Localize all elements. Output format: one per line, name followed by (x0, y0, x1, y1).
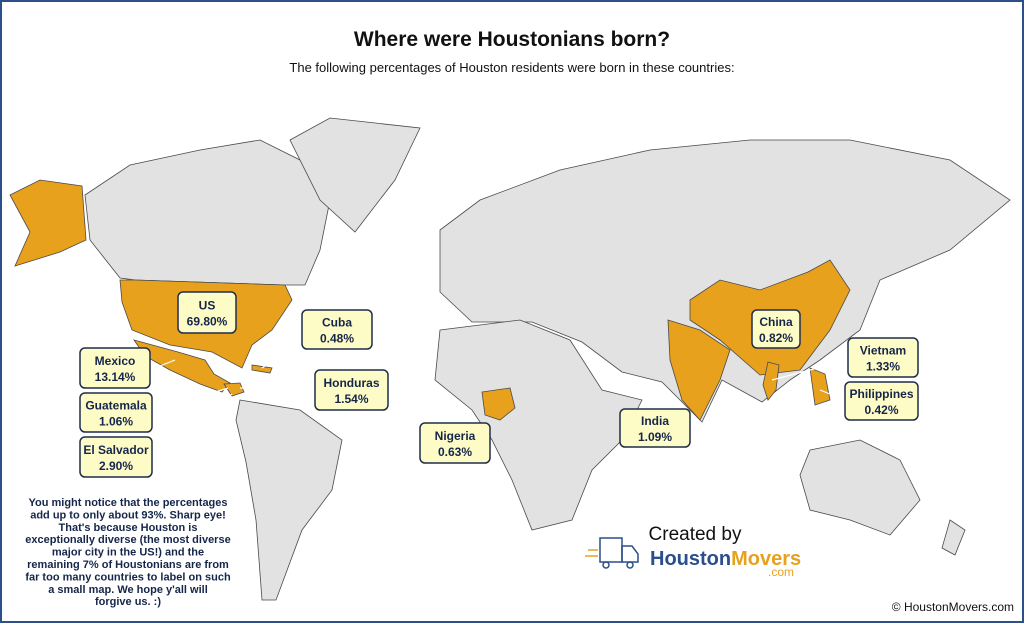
leader-line (819, 389, 846, 401)
note-line: add up to only about 93%. Sharp eye! (30, 509, 226, 521)
note: You might notice that the percentagesadd… (25, 497, 231, 608)
philippines (809, 367, 831, 406)
label-box (177, 291, 237, 334)
country-label: Nigeria 0.63% (419, 422, 491, 464)
title: Where were Houstonians born? (354, 28, 670, 51)
country-label: China 0.82% (751, 309, 801, 349)
label-box (79, 392, 153, 433)
country-name: Mexico (95, 354, 136, 368)
country-name: Cuba (322, 316, 352, 330)
country-percent: 0.48% (320, 332, 354, 346)
label-box (79, 436, 153, 478)
country-name: Honduras (323, 376, 379, 390)
note-line: forgive us. :) (95, 596, 161, 608)
canada (84, 139, 331, 286)
world-map (9, 117, 1011, 601)
country-labels: US 69.80% Cuba 0.48% Mexico 13.14% Honduras 1.5… (79, 291, 919, 478)
label-box (79, 347, 151, 389)
country-percent: 1.33% (866, 360, 900, 374)
india (667, 319, 731, 421)
country-percent: 2.90% (99, 459, 133, 473)
label-box (844, 381, 919, 421)
brand-part: Movers (731, 548, 801, 570)
country-name: Vietnam (860, 344, 906, 358)
country-name: India (641, 414, 669, 428)
country-name: Philippines (849, 387, 913, 401)
leader-line (149, 359, 176, 371)
country-name: China (759, 315, 793, 329)
africa (434, 319, 643, 531)
vietnam (762, 361, 780, 401)
leader-line (151, 387, 229, 413)
label-box (619, 408, 691, 448)
brand: HoustonMovers (650, 548, 801, 570)
created-by: Created by (649, 524, 742, 545)
brand-part: Houston (650, 548, 731, 570)
country-name: Guatemala (85, 399, 147, 413)
country-percent: 0.63% (438, 445, 472, 459)
country-label: Mexico 13.14% (79, 347, 151, 389)
note-line: That's because Houston is (59, 522, 198, 534)
logo-icon (585, 537, 639, 569)
note-line: remaining 7% of Houstonians are from (27, 559, 229, 571)
cuba (251, 364, 273, 374)
note-line: exceptionally diverse (the most diverse (25, 534, 230, 546)
copyright: © HoustonMovers.com (892, 600, 1014, 614)
nigeria (481, 387, 516, 421)
country-label: US 69.80% (177, 291, 237, 334)
country-label: El Salvador 2.90% (79, 436, 153, 478)
south-america (235, 399, 343, 601)
new-zealand (941, 519, 966, 556)
brand-domain: .com (768, 565, 794, 579)
label-box (301, 309, 373, 350)
leader-line (771, 359, 849, 381)
note-line: a small map. We hope y'all will (48, 584, 208, 596)
label-box (419, 422, 491, 464)
leader-line (239, 387, 316, 391)
alaska (9, 179, 87, 267)
country-percent: 69.80% (187, 315, 228, 329)
country-name: Nigeria (435, 429, 476, 443)
country-percent: 0.42% (864, 403, 898, 417)
australia (799, 439, 921, 536)
leader-line (261, 339, 303, 369)
country-label: Philippines 0.42% (844, 381, 919, 421)
subtitle: The following percentages of Houston res… (289, 60, 734, 75)
country-label: Guatemala 1.06% (79, 392, 153, 433)
country-percent: 1.06% (99, 415, 133, 429)
leader-line (151, 393, 233, 456)
greenland (289, 117, 421, 233)
note-line: far too many countries to label on such (25, 571, 231, 583)
label-box (314, 369, 389, 411)
country-name: US (199, 299, 216, 313)
label-box (751, 309, 801, 349)
label-box (847, 337, 919, 378)
note-line: major city in the US!) and the (52, 547, 204, 559)
country-label: India 1.09% (619, 408, 691, 448)
country-percent: 13.14% (95, 370, 136, 384)
country-percent: 1.54% (334, 392, 368, 406)
country-name: El Salvador (83, 443, 149, 457)
country-percent: 0.82% (759, 331, 793, 345)
country-label: Honduras 1.54% (314, 369, 389, 411)
leader-lines (149, 339, 849, 456)
country-label: Vietnam 1.33% (847, 337, 919, 378)
country-percent: 1.09% (638, 430, 672, 444)
central-america (223, 382, 245, 397)
country-label: Cuba 0.48% (301, 309, 373, 350)
note-line: You might notice that the percentages (28, 497, 227, 509)
